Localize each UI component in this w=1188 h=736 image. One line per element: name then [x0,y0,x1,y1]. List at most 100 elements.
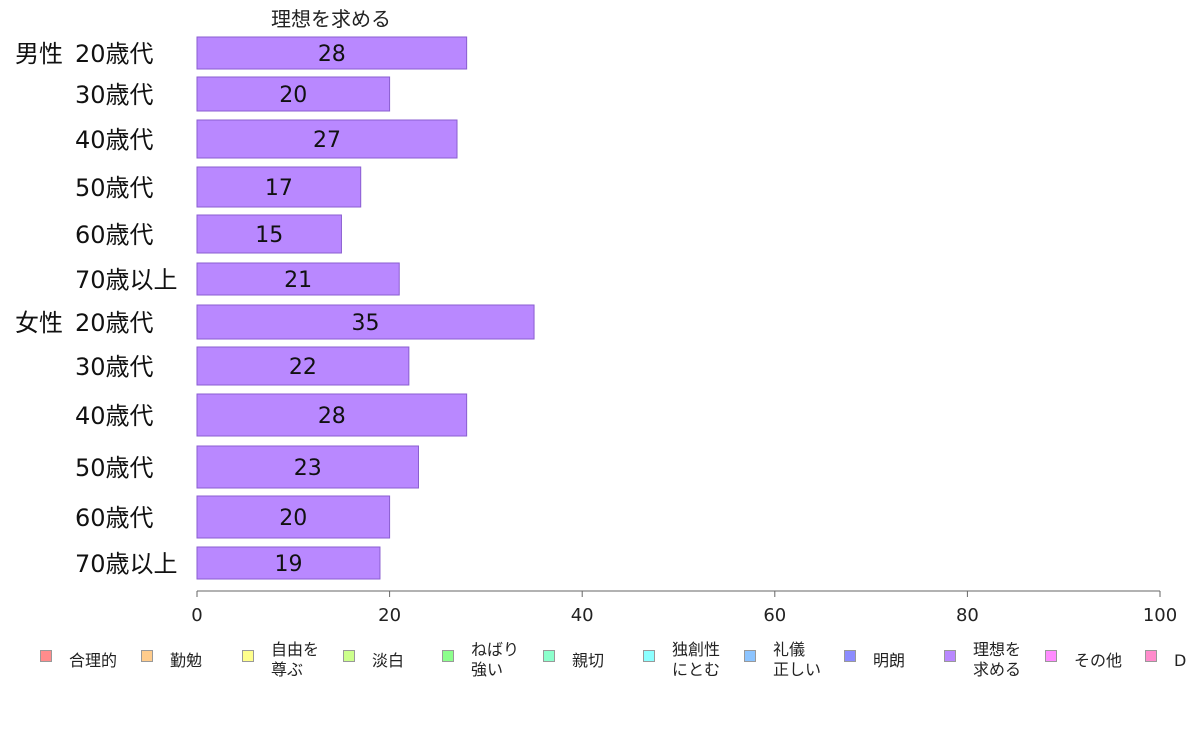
legend-swatch [242,650,254,662]
legend-item: その他 [1045,640,1122,671]
x-tick-label: 80 [956,605,979,626]
legend-item: 自由を 尊ぶ [242,640,319,680]
legend-label-line: 明朗 [873,651,906,670]
legend-label: 礼儀 正しい [773,640,821,680]
bar-value-label: 23 [294,456,322,481]
legend-item: 理想を 求める [944,640,1021,680]
bar-value-label: 19 [274,552,302,577]
legend-item: 勤勉 [141,640,202,671]
legend-label-line: 求める [973,660,1022,679]
category-label: 20歳代 [75,309,154,337]
legend-label-line: 尊ぶ [271,660,304,679]
legend-label: 独創性 にとむ [672,640,720,680]
bar [196,495,391,539]
legend-label-line: 自由を [271,640,320,659]
bar-value-label: 28 [318,404,346,429]
legend-swatch [944,650,956,662]
group-label: 男性 [15,40,63,68]
legend-label: 勤勉 [170,651,202,671]
bar-value-label: 17 [265,176,293,201]
x-tick-label: 20 [378,605,401,626]
x-tick-label: 60 [763,605,786,626]
x-tick-label: 40 [571,605,594,626]
bar [196,304,535,340]
bar [196,346,410,386]
legend-item: 明朗 [844,640,905,671]
bar [196,36,468,70]
legend-label: ねばり 強い [471,640,519,680]
legend-label-line: D [1174,651,1187,670]
category-label: 50歳代 [75,454,154,482]
legend-swatch [141,650,153,662]
bar-value-label: 20 [279,506,307,531]
legend-swatch [40,650,52,662]
bar [196,262,400,296]
legend-label-line: にとむ [672,660,721,679]
legend-swatch [343,650,355,662]
bar [196,214,342,254]
bar [196,76,391,112]
legend-label-line: 勤勉 [170,651,203,670]
category-label: 40歳代 [75,126,154,154]
legend-swatch [1145,650,1157,662]
category-label: 30歳代 [75,81,154,109]
bar-value-label: 28 [318,42,346,67]
bar-value-label: 22 [289,355,317,380]
legend-label-line: 正しい [773,660,822,679]
legend-label-line: 独創性 [672,640,721,659]
legend-item: 礼儀 正しい [744,640,821,680]
x-axis: 0 20 40 60 80 100 [191,590,1177,626]
category-label: 70歳以上 [75,266,178,294]
legend-label: その他 [1074,651,1122,671]
x-tick-label: 100 [1143,605,1177,626]
bar [196,546,381,580]
legend-swatch [643,650,655,662]
legend-item: 親切 [543,640,604,671]
legend-swatch [543,650,555,662]
legend-item: D [1145,640,1186,671]
legend-item: ねばり 強い [442,640,519,680]
bar-value-label: 20 [279,83,307,108]
legend-label-line: 強い [471,660,504,679]
legend-item: 独創性 にとむ [643,640,720,680]
legend-label: D [1174,651,1186,671]
category-label: 20歳代 [75,40,154,68]
legend-label-line: 理想を [973,640,1022,659]
legend-swatch [844,650,856,662]
category-label: 60歳代 [75,504,154,532]
bar-value-label: 27 [313,128,341,153]
bar [196,445,419,489]
legend-label: 淡白 [372,651,404,671]
bars-layer: 28 男性 20歳代 20 30歳代 27 40歳代 17 50歳代 15 60歳代 21 70歳以上 3… [15,36,535,580]
x-tick-label: 0 [191,605,202,626]
legend-swatch [442,650,454,662]
bar-value-label: 35 [352,311,380,336]
category-label: 40歳代 [75,402,154,430]
bar-value-label: 21 [284,268,312,293]
legend-label-line: ねばり [471,640,520,659]
legend-label-line: 合理的 [69,651,118,670]
bar [196,119,458,159]
legend-label-line: 礼儀 [773,640,806,659]
category-label: 60歳代 [75,221,154,249]
legend: 合理的 勤勉 自由を 尊ぶ 淡白 ねばり 強い 親切 独創性 にとむ 礼儀 正しい 明朗 理想を 求める その… [0,640,1188,690]
bar [196,393,468,437]
legend-item: 合理的 [40,640,117,671]
legend-label-line: 親切 [572,651,605,670]
legend-swatch [1045,650,1057,662]
chart-title: 理想を求める [271,7,391,31]
legend-label: 理想を 求める [973,640,1021,680]
category-label: 30歳代 [75,353,154,381]
group-label: 女性 [15,309,63,337]
legend-label-line: その他 [1074,651,1123,670]
legend-label: 自由を 尊ぶ [271,640,319,680]
category-label: 50歳代 [75,174,154,202]
legend-label: 明朗 [873,651,905,671]
legend-item: 淡白 [343,640,404,671]
legend-label: 合理的 [69,651,117,671]
legend-label: 親切 [572,651,604,671]
bar-value-label: 15 [255,223,283,248]
legend-swatch [744,650,756,662]
category-label: 70歳以上 [75,550,178,578]
